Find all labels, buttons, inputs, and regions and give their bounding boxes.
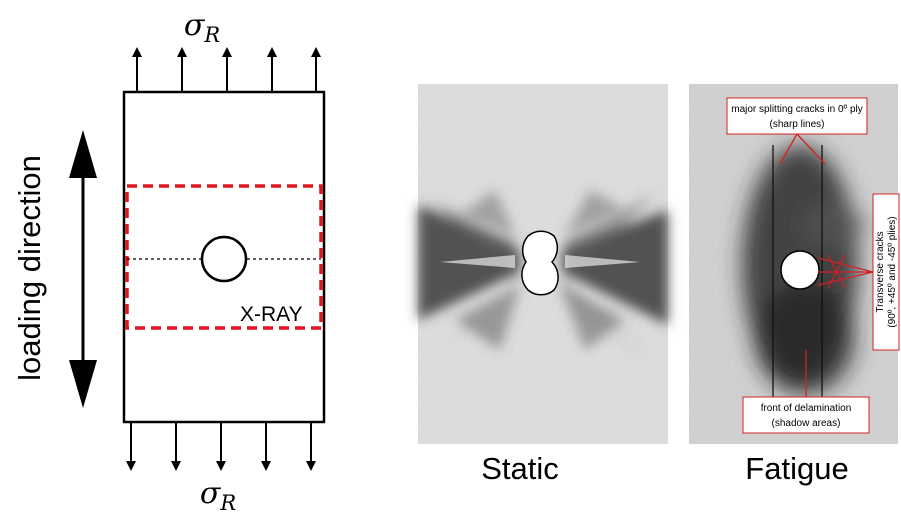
splitting-cracks-callout xyxy=(726,97,868,135)
sigma-bottom: σR xyxy=(200,476,236,515)
xray-region-box xyxy=(125,184,323,330)
fatigue-label: Fatigue xyxy=(745,451,848,486)
bottom-load-arrows xyxy=(126,422,316,471)
splitting-callout-line2: (sharp lines) xyxy=(769,119,824,130)
delam-callout-line1: front of delamination xyxy=(761,403,852,414)
static-label: Static xyxy=(481,451,559,486)
fatigue-xray-image: major splitting cracks in 0º ply (sharp … xyxy=(689,84,900,486)
transverse-cracks-callout xyxy=(872,193,900,351)
static-hole xyxy=(521,230,559,296)
transverse-callout-line2: (90º, +45º and -45º plies) xyxy=(887,216,898,327)
loading-direction-label: loading direction xyxy=(12,155,47,381)
transverse-callout-line1: Transverse cracks xyxy=(875,231,886,312)
loading-direction-arrow xyxy=(69,130,97,408)
delam-callout-line2: (shadow areas) xyxy=(772,418,841,429)
splitting-callout-line1: major splitting cracks in 0º ply xyxy=(731,104,862,115)
specimen-diagram: σR X-RAY σR xyxy=(12,8,326,515)
top-load-arrows xyxy=(132,47,321,92)
sigma-top: σR xyxy=(184,8,220,47)
static-xray-image: Static xyxy=(418,84,668,486)
specimen-hole xyxy=(200,235,248,283)
delamination-callout xyxy=(742,396,870,434)
fatigue-hole xyxy=(780,250,820,290)
xray-label: X-RAY xyxy=(240,303,303,326)
